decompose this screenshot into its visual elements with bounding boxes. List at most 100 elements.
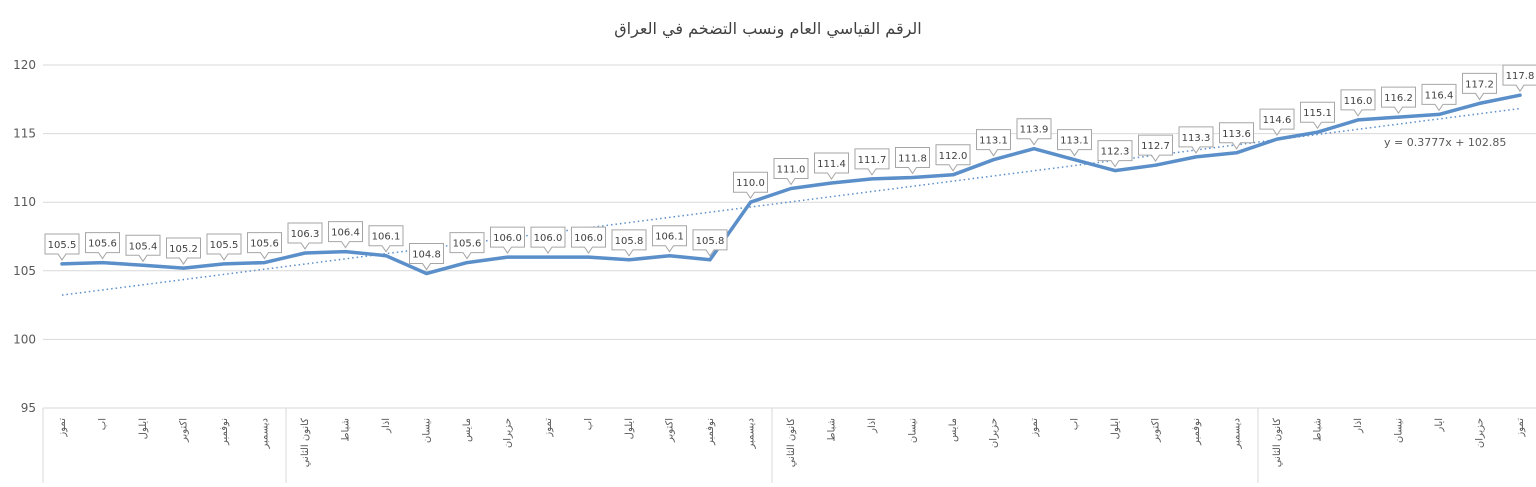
data-label-box bbox=[814, 152, 849, 180]
x-tick-label: اب bbox=[584, 418, 595, 430]
data-label: 105.8 bbox=[611, 229, 647, 257]
data-label-text: 106.1 bbox=[372, 232, 401, 243]
data-point bbox=[384, 254, 388, 258]
data-label-box bbox=[733, 171, 768, 200]
data-label-box bbox=[1300, 101, 1335, 130]
data-point bbox=[1032, 147, 1036, 151]
data-label: 116.0 bbox=[1340, 89, 1376, 117]
data-label: 116.2 bbox=[1381, 86, 1416, 115]
data-label-text: 112.3 bbox=[1101, 147, 1130, 158]
data-label: 114.6 bbox=[1259, 108, 1295, 136]
data-point bbox=[911, 176, 914, 180]
data-label-text: 105.8 bbox=[696, 236, 725, 247]
y-tick-label: 100 bbox=[13, 332, 36, 346]
data-point bbox=[1478, 101, 1481, 105]
data-label-box bbox=[166, 237, 201, 265]
data-label-box bbox=[368, 225, 404, 253]
data-label: 112.7 bbox=[1138, 134, 1173, 163]
data-label-box bbox=[1057, 129, 1092, 157]
data-point bbox=[1154, 163, 1157, 167]
data-label: 111.4 bbox=[814, 152, 849, 180]
data-label-box bbox=[1016, 118, 1052, 146]
data-label-text: 115.1 bbox=[1303, 108, 1332, 119]
data-point bbox=[1397, 115, 1400, 119]
data-point bbox=[60, 262, 64, 266]
data-label: 112.0 bbox=[935, 144, 971, 172]
data-label: 105.2 bbox=[166, 237, 201, 265]
data-label-box bbox=[1138, 134, 1173, 163]
data-label: 113.9 bbox=[1016, 118, 1052, 146]
x-tick-label: ايار bbox=[1434, 418, 1445, 432]
x-tick-label: ديسمبر bbox=[746, 418, 757, 449]
data-label-box bbox=[1178, 126, 1214, 154]
data-label-text: 106.0 bbox=[574, 233, 603, 244]
data-label-text: 113.1 bbox=[979, 136, 1008, 147]
x-tick-label: ايلول bbox=[138, 418, 149, 439]
data-label-box bbox=[935, 144, 971, 172]
data-point bbox=[992, 158, 995, 162]
data-label-box bbox=[530, 226, 566, 254]
data-label-text: 105.6 bbox=[88, 239, 117, 250]
data-label: 117.8 bbox=[1502, 64, 1536, 93]
x-tick-label: كانون الثاني bbox=[786, 418, 797, 468]
data-label: 116.4 bbox=[1421, 83, 1457, 112]
data-label: 106.0 bbox=[571, 226, 606, 254]
data-label-box bbox=[1381, 86, 1416, 115]
x-tick-label: كانون الثاني bbox=[1272, 418, 1283, 468]
data-label-text: 105.6 bbox=[250, 239, 279, 250]
data-point bbox=[263, 261, 266, 265]
data-label-box bbox=[1097, 140, 1133, 168]
data-label-text: 113.3 bbox=[1182, 133, 1211, 144]
data-label-text: 117.8 bbox=[1506, 71, 1535, 82]
data-label-text: 112.7 bbox=[1141, 141, 1170, 152]
data-point bbox=[1437, 112, 1441, 116]
data-point bbox=[587, 255, 590, 259]
data-label: 113.6 bbox=[1219, 122, 1254, 150]
data-label-box bbox=[1219, 122, 1254, 150]
data-label-box bbox=[773, 157, 809, 186]
data-label-text: 110.0 bbox=[736, 178, 765, 189]
data-label-text: 116.4 bbox=[1425, 90, 1454, 101]
data-label-box bbox=[125, 234, 161, 263]
data-label: 112.3 bbox=[1097, 140, 1133, 168]
data-label: 111.7 bbox=[854, 148, 890, 176]
x-tick-label: اب bbox=[98, 418, 109, 430]
data-label-box bbox=[449, 232, 485, 260]
data-point bbox=[668, 254, 671, 258]
data-point bbox=[1235, 151, 1238, 155]
data-label-text: 111.7 bbox=[858, 155, 887, 166]
data-label: 111.0 bbox=[773, 157, 809, 186]
data-label-box bbox=[206, 233, 242, 261]
x-tick-label: مايس bbox=[462, 418, 473, 442]
data-label-text: 117.2 bbox=[1465, 79, 1494, 90]
data-label: 106.0 bbox=[490, 226, 525, 254]
x-tick-label: ايلول bbox=[1110, 418, 1121, 439]
data-label: 105.8 bbox=[692, 229, 728, 257]
data-label-text: 105.6 bbox=[453, 239, 482, 250]
x-tick-label: اكتوبر bbox=[1151, 418, 1162, 443]
data-point bbox=[101, 261, 104, 265]
x-tick-label: كانون الثاني bbox=[300, 418, 311, 468]
y-tick-label: 95 bbox=[21, 401, 36, 415]
data-label-text: 111.4 bbox=[817, 159, 846, 170]
data-label-text: 105.2 bbox=[169, 244, 198, 255]
data-label: 105.6 bbox=[449, 232, 485, 260]
data-label: 117.2 bbox=[1462, 72, 1497, 101]
data-label: 113.3 bbox=[1178, 126, 1214, 154]
data-label-box bbox=[247, 232, 282, 260]
x-tick-label: اب bbox=[1070, 418, 1081, 430]
data-point bbox=[870, 177, 874, 181]
x-tick-label: تموز bbox=[543, 418, 554, 438]
data-label: 106.3 bbox=[287, 222, 323, 250]
data-label-box bbox=[287, 222, 323, 250]
data-label-text: 104.8 bbox=[412, 250, 441, 261]
y-tick-label: 105 bbox=[13, 264, 36, 278]
data-label-text: 105.5 bbox=[210, 240, 239, 251]
data-label-box bbox=[1259, 108, 1295, 136]
data-label: 105.4 bbox=[125, 234, 161, 263]
x-tick-label: حزيران bbox=[1475, 418, 1486, 448]
data-label-text: 114.6 bbox=[1263, 115, 1292, 126]
data-label-text: 106.0 bbox=[534, 233, 563, 244]
x-tick-label: حزيران bbox=[503, 418, 514, 448]
